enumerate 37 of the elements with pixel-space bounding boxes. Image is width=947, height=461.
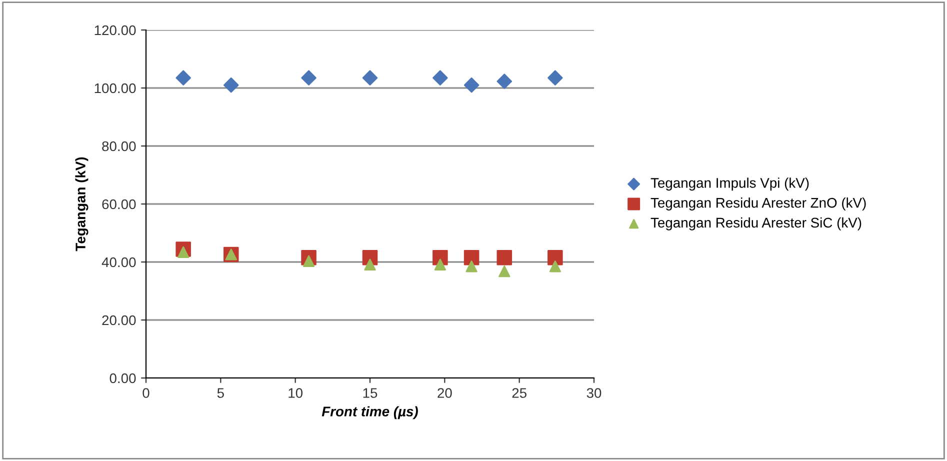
y-tick-label: 40.00 <box>102 257 136 268</box>
point <box>432 70 448 86</box>
point <box>464 250 480 266</box>
y-axis-title: Tegangan (kV) <box>75 157 88 252</box>
y-tick-label: 60.00 <box>102 199 136 210</box>
point <box>364 258 376 270</box>
x-tick-label: 0 <box>142 388 150 398</box>
point <box>548 250 563 266</box>
y-tick-label: 20.00 <box>102 315 136 326</box>
legend-label: Tegangan Impuls Vpi (kV) <box>650 178 809 191</box>
point <box>548 70 563 86</box>
point <box>498 265 510 278</box>
legend-label: Tegangan Residu Arester ZnO (kV) <box>650 198 866 210</box>
point <box>177 246 190 258</box>
point <box>223 77 239 93</box>
point <box>464 77 480 93</box>
point <box>434 258 446 270</box>
y-tick-label: 120.00 <box>94 25 136 36</box>
y-tick-label: 0.00 <box>110 373 136 384</box>
x-tick-label: 30 <box>586 388 602 398</box>
x-tick-label: 5 <box>217 388 224 398</box>
point <box>301 70 316 86</box>
x-tick-label: 20 <box>438 388 452 398</box>
x-tick-label: 25 <box>512 388 526 398</box>
y-tick-label: 100.00 <box>94 83 136 94</box>
legend-label: Tegangan Residu Arester SiC (kV) <box>650 217 862 230</box>
x-tick-label: 15 <box>363 388 378 398</box>
point <box>496 74 512 89</box>
x-axis-title: Front time (µs) <box>322 406 418 420</box>
point <box>549 260 562 272</box>
point <box>496 250 512 266</box>
point <box>466 260 478 272</box>
y-tick-label: 80.00 <box>102 141 136 152</box>
x-tick-label: 10 <box>288 388 303 398</box>
point <box>176 70 191 86</box>
point <box>362 70 378 86</box>
point <box>302 255 315 267</box>
